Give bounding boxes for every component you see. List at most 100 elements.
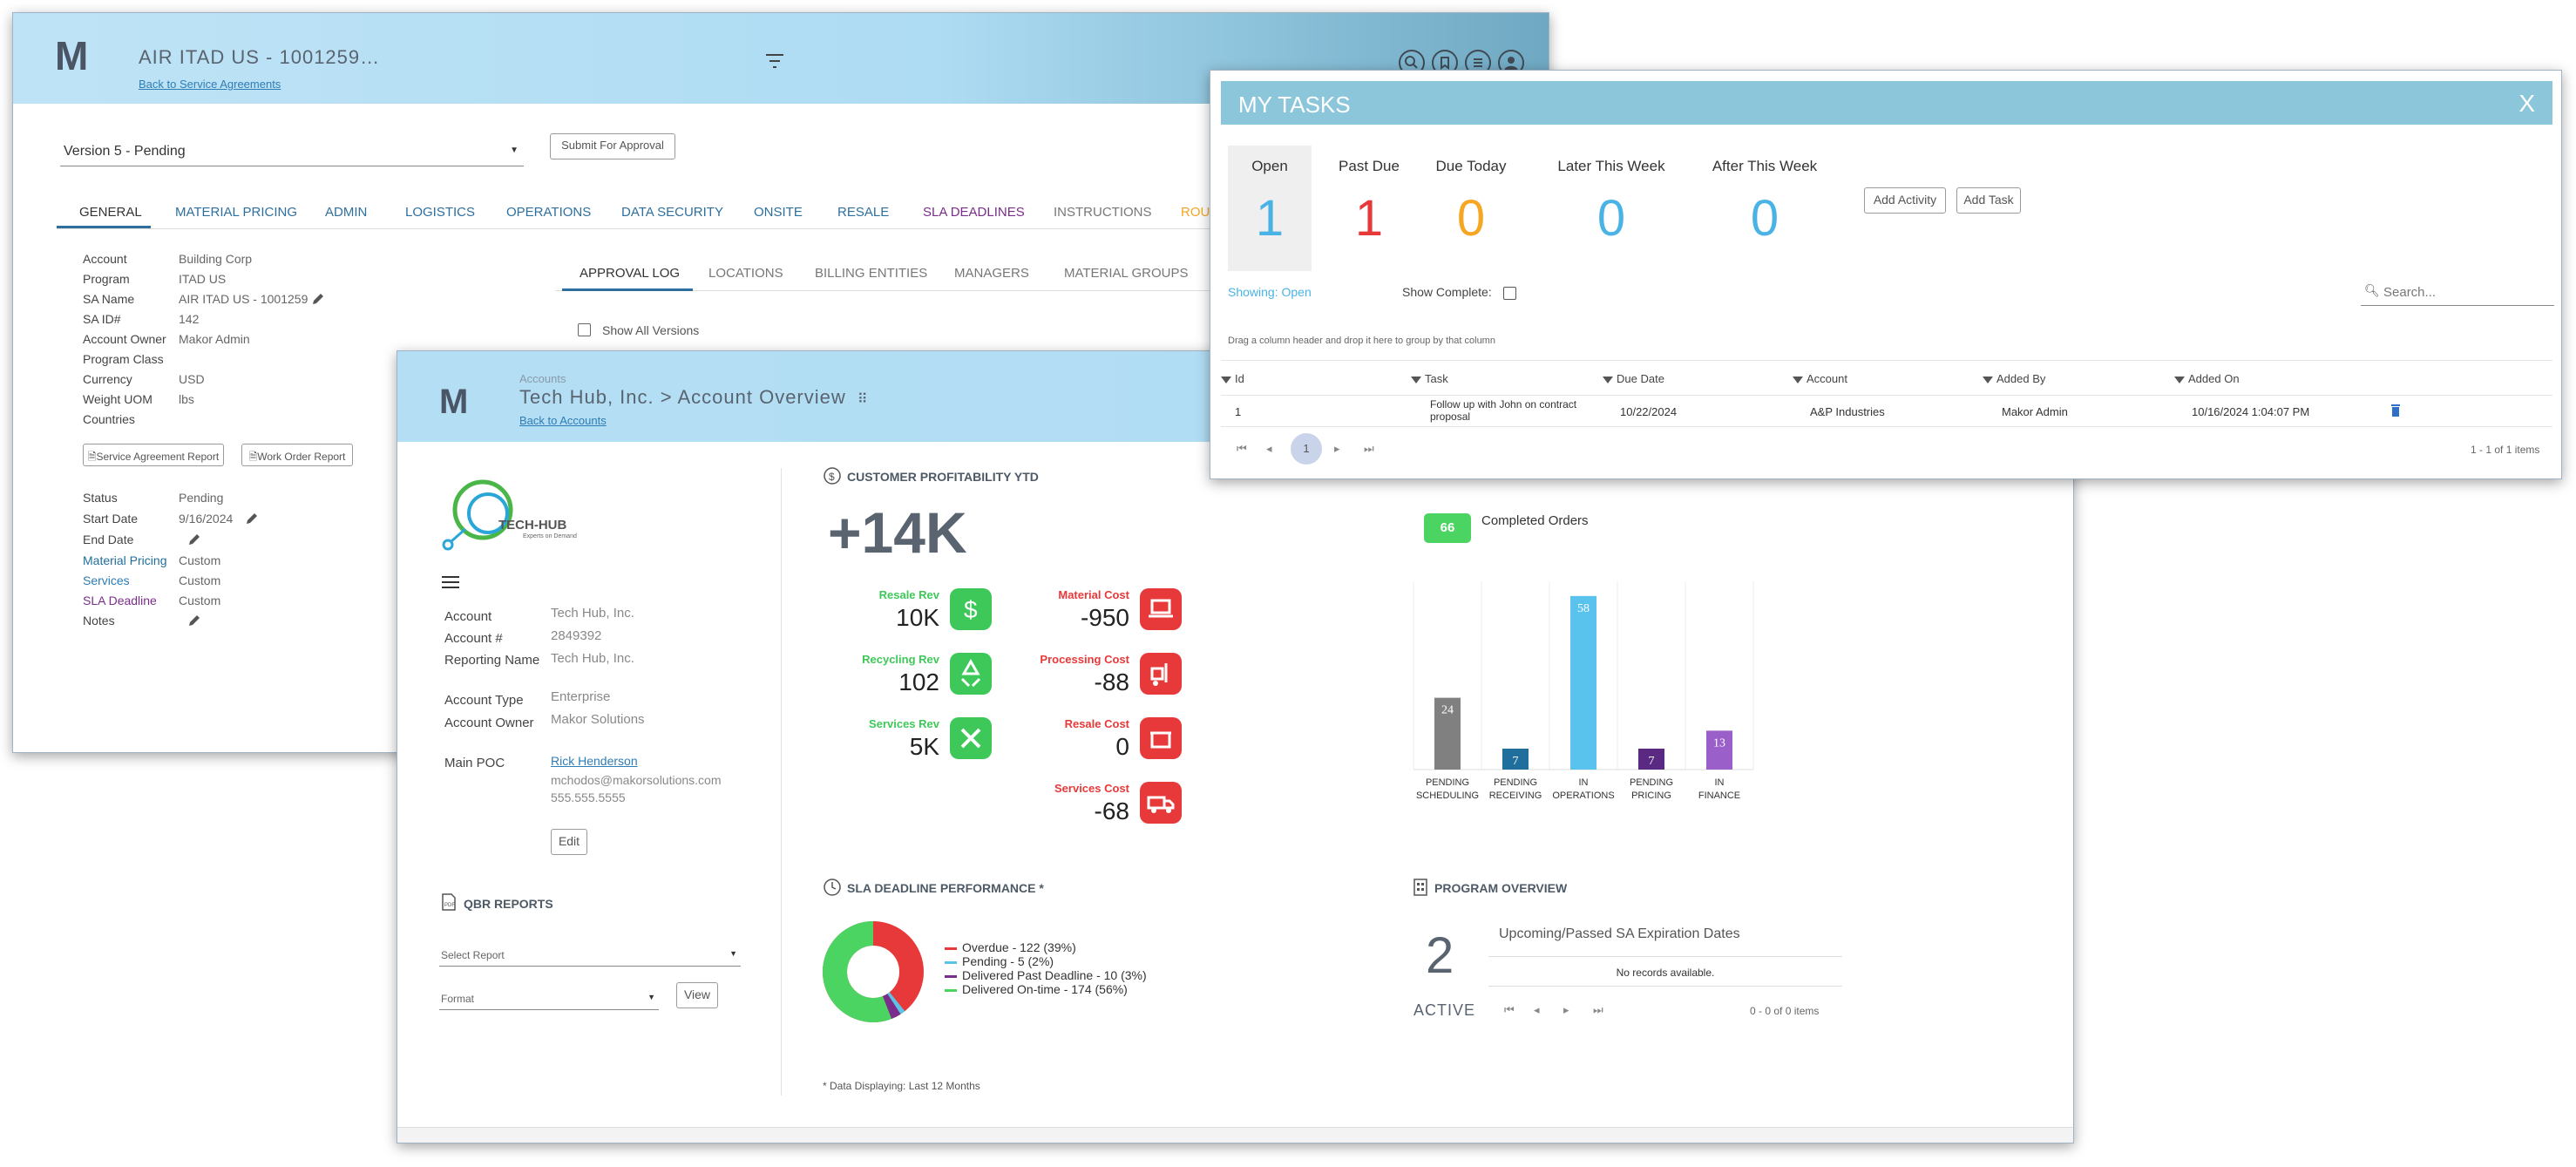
profit-total: +14K <box>828 500 967 565</box>
horizontal-scrollbar[interactable] <box>397 1127 2073 1143</box>
tab-resale[interactable]: RESALE <box>837 205 890 220</box>
column-header-due-date[interactable]: Due Date <box>1603 372 1664 385</box>
tab-routing[interactable]: ROU <box>1181 205 1210 220</box>
main-poc-link[interactable]: Rick Henderson <box>551 754 638 768</box>
prev-page-button[interactable]: ◂ <box>1266 442 1272 455</box>
edit-notes-pencil-icon[interactable] <box>187 614 201 628</box>
edit-account-button[interactable]: Edit <box>551 829 587 855</box>
hamburger-menu-icon[interactable] <box>441 574 460 590</box>
account-value: Tech Hub, Inc. <box>551 606 634 621</box>
filter-icon[interactable] <box>1793 376 1803 383</box>
close-button[interactable]: X <box>2518 90 2535 117</box>
format-dropdown[interactable]: Format ▼ <box>439 986 659 1010</box>
edit-sa-name-pencil-icon[interactable] <box>311 292 325 306</box>
select-report-dropdown[interactable]: Select Report ▼ <box>439 942 741 967</box>
bar-in-finance[interactable] <box>1706 730 1732 770</box>
filter-menu-icon[interactable] <box>764 51 785 71</box>
services-link[interactable]: Services <box>83 573 130 587</box>
tab-managers[interactable]: MANAGERS <box>954 266 1029 281</box>
work-order-report-button[interactable]: 🗎Work Order Report <box>241 444 353 466</box>
column-header-account[interactable]: Account <box>1793 372 1847 385</box>
column-divider <box>781 468 782 1096</box>
filter-icon[interactable] <box>2174 376 2185 383</box>
later-this-week-counter-label[interactable]: Later This Week <box>1557 158 1665 174</box>
filter-icon[interactable] <box>1411 376 1421 383</box>
drag-handle-icon[interactable]: ⠿ <box>857 392 869 407</box>
past-due-counter-label[interactable]: Past Due <box>1339 158 1400 174</box>
filter-icon[interactable] <box>1983 376 1993 383</box>
table-row[interactable]: 1 Follow up with John on contract propos… <box>1221 397 2552 426</box>
tab-operations[interactable]: OPERATIONS <box>506 205 592 220</box>
version-select[interactable]: Version 5 - Pending ▼ <box>60 137 524 166</box>
completed-orders-badge: 66 <box>1424 513 1471 543</box>
next-page-button[interactable]: ▸ <box>1563 1003 1569 1016</box>
tab-logistics[interactable]: LOGISTICS <box>405 205 476 220</box>
account-number-label: Account # <box>444 631 503 646</box>
first-page-button[interactable]: ⏮ <box>1237 442 1247 455</box>
after-this-week-counter-value[interactable]: 0 <box>1750 190 1779 247</box>
add-activity-button[interactable]: Add Activity <box>1864 187 1946 214</box>
show-complete-checkbox[interactable] <box>1503 287 1516 300</box>
orders-bar-chart: 24 PENDING SCHEDULING 7 PENDING RECEIVING 58 IN… <box>1413 581 1754 801</box>
filter-icon[interactable] <box>1221 376 1231 383</box>
bar-in-operations[interactable] <box>1570 595 1596 770</box>
tab-admin[interactable]: ADMIN <box>325 205 368 220</box>
tab-material-pricing[interactable]: MATERIAL PRICING <box>175 205 298 220</box>
category-label: SCHEDULING <box>1416 790 1479 801</box>
column-header-added-on[interactable]: Added On <box>2174 372 2240 385</box>
tab-locations[interactable]: LOCATIONS <box>708 266 783 281</box>
bar-value-label: 58 <box>1577 602 1590 615</box>
tab-data-security[interactable]: DATA SECURITY <box>621 205 723 220</box>
back-to-service-agreements-link[interactable]: Back to Service Agreements <box>139 78 281 91</box>
tab-instructions[interactable]: INSTRUCTIONS <box>1054 205 1152 220</box>
current-page-button[interactable]: 1 <box>1291 433 1322 465</box>
submit-for-approval-button[interactable]: Submit For Approval <box>550 133 675 159</box>
showing-filter: Showing: Open <box>1228 285 1312 299</box>
show-all-versions-checkbox[interactable] <box>578 323 591 336</box>
breadcrumb[interactable]: Accounts <box>519 372 566 385</box>
later-this-week-counter-value[interactable]: 0 <box>1596 190 1626 247</box>
services-value: Custom <box>179 573 221 587</box>
last-page-button[interactable]: ⏭ <box>1364 442 1374 455</box>
trash-icon[interactable] <box>2390 404 2401 417</box>
tab-general[interactable]: GENERAL <box>79 205 142 220</box>
column-header-task[interactable]: Task <box>1411 372 1448 385</box>
next-page-button[interactable]: ▸ <box>1334 442 1340 455</box>
past-due-counter-value[interactable]: 1 <box>1354 190 1384 247</box>
sla-legend-item: Delivered Past Deadline - 10 (3%) <box>945 968 1147 982</box>
edit-end-date-pencil-icon[interactable] <box>187 533 201 546</box>
category-label: RECEIVING <box>1489 790 1542 801</box>
bar-pending-receiving[interactable] <box>1502 748 1529 770</box>
makor-logo[interactable]: M <box>439 383 468 421</box>
sa-name-value: AIR ITAD US - 1001259 <box>179 292 308 306</box>
due-today-counter-label[interactable]: Due Today <box>1435 158 1507 174</box>
add-task-button[interactable]: Add Task <box>1956 187 2021 214</box>
column-header-id[interactable]: Id <box>1221 372 1244 385</box>
search-input[interactable]: 🔍︎ Search... <box>2361 278 2554 306</box>
column-header-added-by[interactable]: Added By <box>1983 372 2045 385</box>
recycling-rev-value: 102 <box>898 668 939 695</box>
back-to-accounts-link[interactable]: Back to Accounts <box>519 414 607 427</box>
open-counter-label: Open <box>1251 158 1288 174</box>
bar-pending-scheduling[interactable] <box>1434 697 1461 770</box>
last-page-button[interactable]: ⏭ <box>1593 1003 1603 1016</box>
due-today-counter-value[interactable]: 0 <box>1456 190 1486 247</box>
tab-billing-entities[interactable]: BILLING ENTITIES <box>815 266 928 281</box>
service-agreement-report-button[interactable]: 🗎Service Agreement Report <box>83 444 224 466</box>
sla-deadline-link[interactable]: SLA Deadline <box>83 594 157 607</box>
after-this-week-counter-label[interactable]: After This Week <box>1712 158 1818 174</box>
first-page-button[interactable]: ⏮ <box>1504 1003 1515 1016</box>
tab-material-groups[interactable]: MATERIAL GROUPS <box>1064 266 1189 281</box>
tab-sla-deadlines[interactable]: SLA DEADLINES <box>923 205 1025 220</box>
resale-cost-value: 0 <box>1115 733 1129 760</box>
open-counter-selected[interactable] <box>1228 146 1312 271</box>
bar-pending-pricing[interactable] <box>1638 748 1664 770</box>
filter-icon[interactable] <box>1603 376 1613 383</box>
edit-start-date-pencil-icon[interactable] <box>245 512 259 526</box>
tab-onsite[interactable]: ONSITE <box>754 205 803 220</box>
makor-logo[interactable]: M <box>55 33 88 78</box>
tab-approval-log[interactable]: APPROVAL LOG <box>580 266 681 281</box>
view-report-button[interactable]: View <box>676 982 718 1008</box>
prev-page-button[interactable]: ◂ <box>1534 1003 1540 1016</box>
material-pricing-link[interactable]: Material Pricing <box>83 553 167 567</box>
